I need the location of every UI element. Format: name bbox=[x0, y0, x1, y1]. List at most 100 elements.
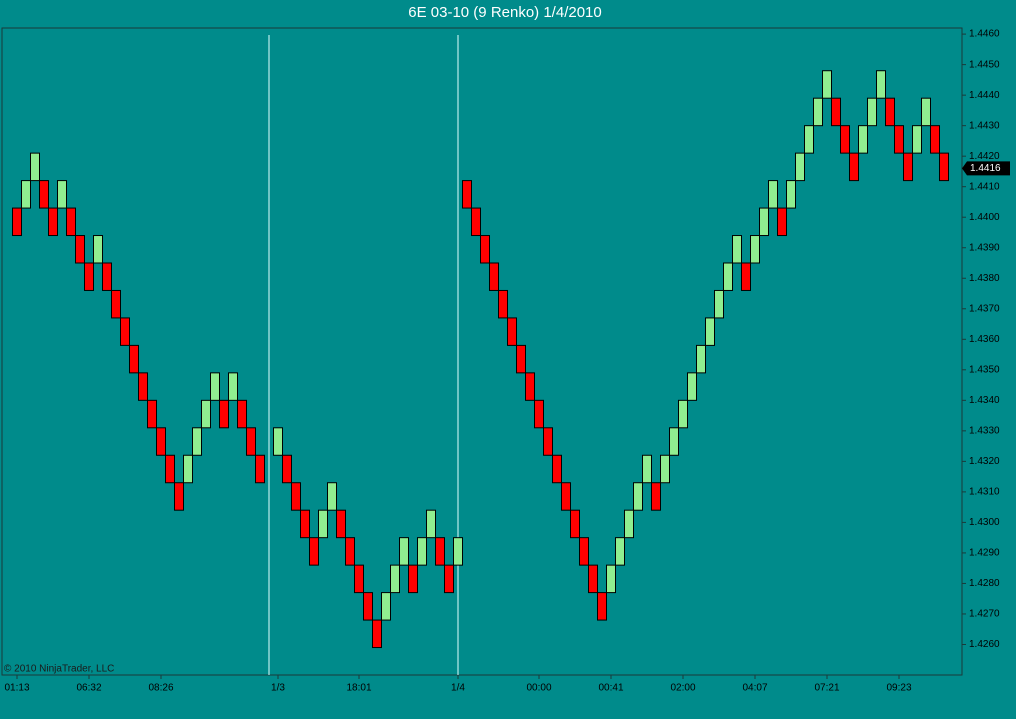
brick bbox=[66, 207, 76, 237]
brick bbox=[885, 97, 895, 127]
brick bbox=[453, 537, 463, 566]
x-tick-label: 02:00 bbox=[670, 683, 695, 694]
brick bbox=[633, 482, 643, 511]
brick bbox=[714, 289, 724, 319]
x-tick-label: 07:21 bbox=[814, 683, 839, 694]
brick bbox=[345, 537, 355, 566]
brick bbox=[210, 372, 220, 401]
brick bbox=[840, 125, 850, 154]
x-tick-label: 06:32 bbox=[76, 683, 101, 694]
brick bbox=[849, 152, 859, 182]
brick bbox=[615, 537, 625, 566]
brick bbox=[831, 97, 841, 127]
brick bbox=[183, 454, 193, 484]
brick bbox=[579, 537, 589, 566]
brick bbox=[300, 509, 310, 539]
brick bbox=[732, 235, 742, 264]
brick bbox=[687, 372, 697, 401]
brick bbox=[399, 537, 409, 566]
brick bbox=[462, 180, 472, 209]
brick bbox=[309, 537, 319, 566]
brick bbox=[525, 372, 535, 401]
brick bbox=[552, 454, 562, 484]
y-tick-label: 1.4460 bbox=[969, 29, 1000, 40]
brick bbox=[894, 125, 904, 154]
brick bbox=[642, 454, 652, 484]
brick bbox=[543, 427, 553, 456]
brick bbox=[237, 399, 247, 429]
brick bbox=[318, 509, 328, 539]
y-tick-label: 1.4260 bbox=[969, 639, 1000, 650]
x-tick-label: 01:13 bbox=[4, 683, 29, 694]
x-tick-label: 1/3 bbox=[271, 683, 285, 694]
brick bbox=[930, 125, 940, 154]
brick bbox=[246, 427, 256, 456]
brick bbox=[489, 262, 499, 291]
brick bbox=[813, 97, 823, 127]
brick bbox=[426, 509, 436, 539]
y-tick-label: 1.4330 bbox=[969, 425, 1000, 436]
x-tick-label: 18:01 bbox=[346, 683, 371, 694]
brick bbox=[804, 125, 814, 154]
brick bbox=[174, 482, 184, 511]
y-tick-label: 1.4290 bbox=[969, 548, 1000, 559]
brick bbox=[435, 537, 445, 566]
last-price-label: 1.4416 bbox=[970, 163, 1001, 174]
brick bbox=[147, 399, 157, 429]
brick bbox=[390, 564, 400, 594]
y-tick-label: 1.4440 bbox=[969, 90, 1000, 101]
brick bbox=[651, 482, 661, 511]
brick bbox=[570, 509, 580, 539]
brick bbox=[255, 454, 265, 484]
y-tick-label: 1.4280 bbox=[969, 578, 1000, 589]
brick bbox=[516, 344, 526, 374]
brick bbox=[12, 207, 22, 237]
brick bbox=[30, 152, 40, 182]
brick bbox=[768, 180, 778, 209]
brick bbox=[678, 399, 688, 429]
brick bbox=[363, 592, 373, 621]
brick bbox=[444, 564, 454, 594]
y-tick-label: 1.4310 bbox=[969, 487, 1000, 498]
brick bbox=[165, 454, 175, 484]
y-tick-label: 1.4350 bbox=[969, 364, 1000, 375]
brick bbox=[75, 235, 85, 264]
y-tick-label: 1.4430 bbox=[969, 120, 1000, 131]
brick bbox=[534, 399, 544, 429]
brick bbox=[858, 125, 868, 154]
brick bbox=[84, 262, 94, 291]
y-tick-label: 1.4420 bbox=[969, 151, 1000, 162]
brick bbox=[750, 235, 760, 264]
brick bbox=[21, 180, 31, 209]
brick bbox=[156, 427, 166, 456]
brick bbox=[723, 262, 733, 291]
y-tick-label: 1.4410 bbox=[969, 181, 1000, 192]
brick bbox=[939, 152, 949, 182]
brick bbox=[588, 564, 598, 594]
brick bbox=[480, 235, 490, 264]
brick bbox=[624, 509, 634, 539]
y-tick-label: 1.4380 bbox=[969, 273, 1000, 284]
x-tick-label: 04:07 bbox=[742, 683, 767, 694]
brick bbox=[129, 344, 139, 374]
brick bbox=[102, 262, 112, 291]
y-tick-label: 1.4270 bbox=[969, 609, 1000, 620]
copyright: © 2010 NinjaTrader, LLC bbox=[4, 664, 114, 675]
y-tick-label: 1.4390 bbox=[969, 242, 1000, 253]
brick bbox=[39, 180, 49, 209]
brick bbox=[912, 125, 922, 154]
brick bbox=[120, 317, 130, 346]
brick bbox=[327, 482, 337, 511]
brick bbox=[471, 207, 481, 237]
brick bbox=[381, 592, 391, 621]
brick bbox=[561, 482, 571, 511]
brick bbox=[273, 427, 283, 456]
brick bbox=[192, 427, 202, 456]
brick bbox=[660, 454, 670, 484]
y-tick-label: 1.4370 bbox=[969, 303, 1000, 314]
brick bbox=[903, 152, 913, 182]
brick bbox=[822, 70, 832, 99]
brick bbox=[282, 454, 292, 484]
